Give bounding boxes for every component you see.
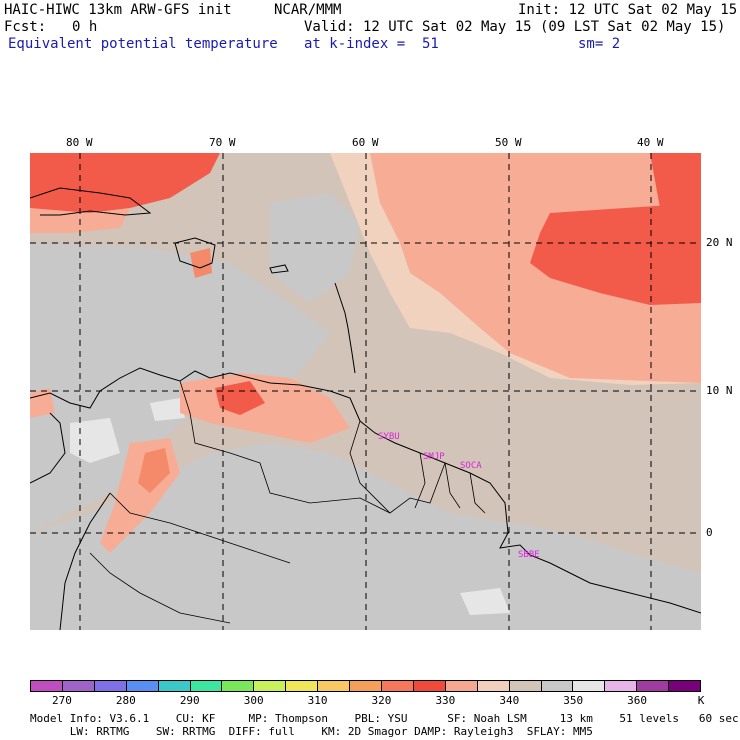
border-line	[179, 380, 446, 514]
lat-label: 20 N	[706, 236, 733, 249]
coastline-puerto-rico	[269, 264, 289, 274]
colorbar-swatch	[286, 681, 319, 691]
colorbar-swatch	[62, 681, 95, 691]
light-grey-patch	[70, 418, 120, 463]
grey-field-central	[270, 193, 360, 303]
colorbar-label: 300	[243, 694, 264, 707]
colorbar-label: 350	[563, 694, 584, 707]
valid-time: Valid: 12 UTC Sat 02 May 15 (09 LST Sat …	[304, 19, 726, 35]
colorbar-swatch	[541, 681, 574, 691]
colorbar-swatch	[254, 681, 287, 691]
lon-label: 70 W	[209, 136, 236, 149]
colorbar-label: 270	[52, 694, 72, 707]
lon-label: 80 W	[66, 136, 93, 149]
colorbar-swatch	[381, 681, 414, 691]
colorbar	[30, 680, 701, 692]
lon-label: 60 W	[352, 136, 379, 149]
station-label: SOCA	[460, 461, 482, 471]
colorbar-swatch	[637, 681, 670, 691]
colorbar-swatch	[318, 681, 351, 691]
init-time: Init: 12 UTC Sat 02 May 15	[518, 2, 738, 18]
border-line	[109, 492, 291, 564]
colorbar-swatch	[669, 681, 701, 691]
colorbar-swatch	[445, 681, 478, 691]
orange-field-hispaniola	[190, 248, 212, 278]
border-line	[349, 420, 391, 514]
station-label: SBBE	[518, 550, 540, 560]
colorbar-swatch	[158, 681, 191, 691]
light-grey-patch	[150, 398, 185, 421]
colorbar-label: 340	[499, 694, 520, 707]
border-line	[414, 452, 426, 509]
lon-label: 50 W	[495, 136, 522, 149]
colorbar-swatch	[350, 681, 382, 691]
smoothing-label: sm= 2	[578, 36, 621, 52]
colorbar-label: 290	[179, 694, 200, 707]
orange-field-andes	[138, 448, 170, 493]
border-line	[89, 552, 231, 624]
coastline-cuba	[30, 187, 152, 216]
model-title: HAIC-HIWC 13km ARW-GFS init	[4, 2, 232, 18]
graticule	[30, 153, 701, 630]
theta-e-map	[30, 153, 701, 630]
red-field-venezuela	[215, 381, 265, 415]
lat-label: 10 N	[706, 384, 733, 397]
organization-label: NCAR/MMM	[274, 2, 342, 18]
colorbar-label: 280	[115, 694, 136, 707]
colorbar-swatch	[477, 681, 510, 691]
red-field-ne	[650, 153, 701, 213]
model-info-line2: LW: RRTMG SW: RRTMG DIFF: full KM: 2D Sm…	[30, 725, 593, 738]
border-line	[469, 472, 486, 514]
colorbar-swatch	[573, 681, 606, 691]
salmon-field-west	[30, 388, 55, 418]
colorbar-swatch	[222, 681, 255, 691]
coastline-hispaniola	[174, 237, 216, 269]
colorbar-label: 330	[435, 694, 456, 707]
forecast-hour: 0 h	[72, 19, 98, 35]
colorbar-label: 320	[371, 694, 392, 707]
colorbar-label: 360	[627, 694, 648, 707]
colorbar-swatch	[126, 681, 159, 691]
colorbar-swatch	[509, 681, 542, 691]
light-grey-patch	[460, 588, 510, 615]
red-field-nw	[30, 153, 220, 213]
level-index: at k-index = 51	[304, 36, 439, 52]
colorbar-swatch	[190, 681, 223, 691]
coastline-antilles	[334, 282, 356, 374]
colorbar-swatch	[94, 681, 127, 691]
border-line	[444, 462, 461, 509]
coastline-pacific	[59, 492, 111, 630]
colorbar-label: K	[697, 694, 705, 707]
colorbar-swatch	[413, 681, 446, 691]
colorbar-swatch	[605, 681, 638, 691]
lon-label: 40 W	[637, 136, 664, 149]
forecast-label: Fcst:	[4, 19, 47, 35]
station-label: SMJP	[423, 452, 445, 462]
lat-label: 0	[706, 526, 713, 539]
colorbar-label: 310	[307, 694, 328, 707]
colorbar-swatch	[31, 681, 63, 691]
station-label: SYBU	[378, 432, 400, 442]
red-field-east	[530, 203, 701, 305]
model-info-line1: Model Info: V3.6.1 CU: KF MP: Thompson P…	[30, 712, 739, 725]
coastline-panama	[30, 412, 66, 484]
grey-field-south	[30, 443, 701, 630]
field-name: Equivalent potential temperature	[8, 36, 278, 52]
country-borders	[89, 380, 486, 624]
